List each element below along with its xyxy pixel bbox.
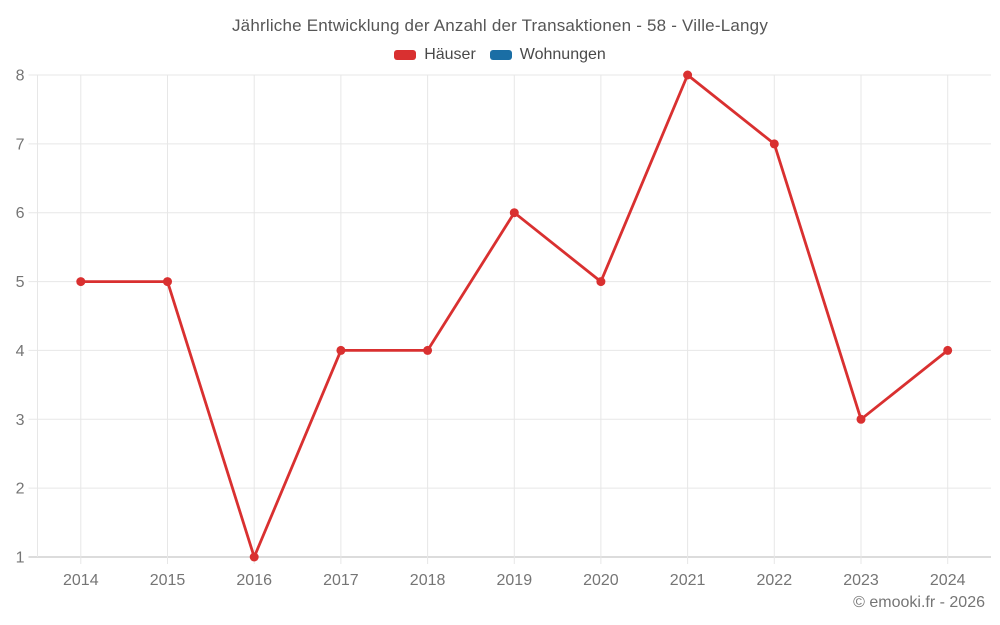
data-point[interactable] — [683, 70, 693, 80]
legend-item-hauser[interactable]: Häuser — [394, 46, 476, 64]
y-tick-label: 2 — [16, 481, 25, 498]
y-tick-label: 8 — [16, 68, 25, 85]
data-point[interactable] — [509, 208, 519, 218]
data-point[interactable] — [856, 414, 866, 424]
data-point[interactable] — [76, 277, 86, 287]
x-tick-label: 2019 — [497, 572, 533, 589]
data-point[interactable] — [423, 345, 433, 355]
data-point[interactable] — [336, 345, 346, 355]
x-tick-label: 2024 — [930, 572, 966, 589]
x-tick-label: 2021 — [670, 572, 706, 589]
x-tick-label: 2018 — [410, 572, 446, 589]
data-point[interactable] — [596, 277, 606, 287]
x-tick-label: 2014 — [63, 572, 99, 589]
data-point[interactable] — [943, 345, 953, 355]
legend: Häuser Wohnungen — [0, 46, 1000, 64]
data-point[interactable] — [769, 139, 779, 149]
legend-swatch-hauser-icon — [394, 50, 417, 60]
y-tick-label: 7 — [16, 136, 25, 153]
y-tick-label: 6 — [16, 205, 25, 222]
x-tick-label: 2015 — [150, 572, 186, 589]
x-tick-label: 2023 — [843, 572, 879, 589]
legend-label-wohnungen: Wohnungen — [519, 46, 606, 63]
y-tick-label: 1 — [16, 550, 25, 567]
x-tick-label: 2022 — [757, 572, 793, 589]
y-tick-label: 5 — [16, 274, 25, 291]
x-tick-label: 2020 — [583, 572, 619, 589]
data-point[interactable] — [163, 277, 172, 287]
data-point[interactable] — [249, 552, 259, 562]
x-tick-label: 2017 — [323, 572, 359, 589]
x-tick-label: 2016 — [236, 572, 272, 589]
legend-swatch-wohnungen-icon — [489, 50, 512, 60]
y-tick-label: 3 — [16, 412, 25, 429]
chart-title: Jährliche Entwicklung der Anzahl der Tra… — [231, 16, 769, 35]
y-tick-label: 4 — [16, 343, 25, 360]
legend-label-hauser: Häuser — [424, 46, 476, 63]
legend-item-wohnungen[interactable]: Wohnungen — [489, 46, 606, 64]
copyright-text: © emooki.fr - 2026 — [853, 594, 985, 611]
